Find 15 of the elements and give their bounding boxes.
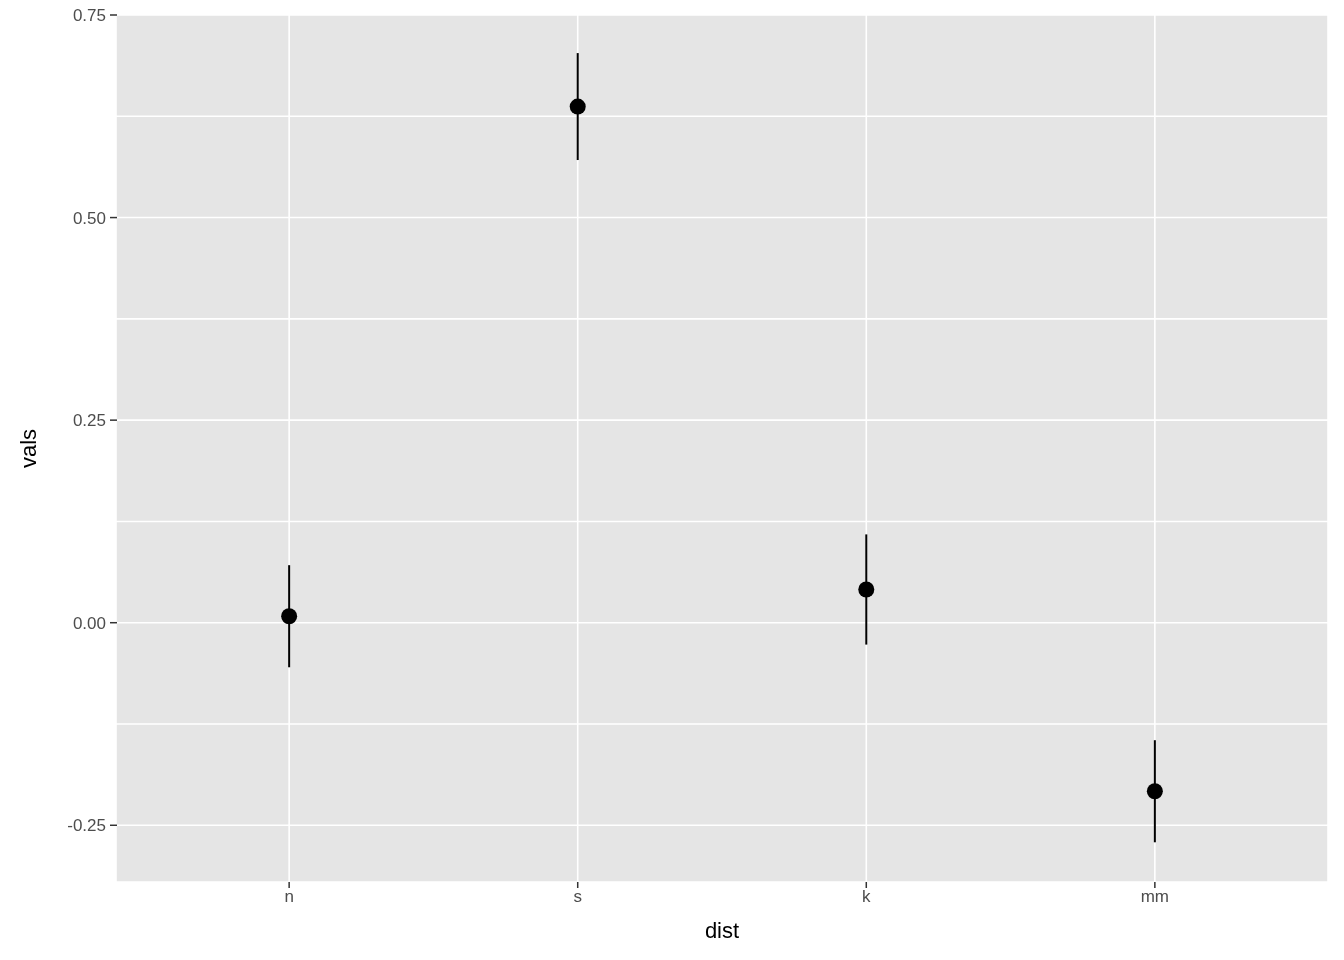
point: [281, 608, 298, 625]
y-tick-label: 0.00: [72, 613, 106, 633]
y-tick-label: 0.25: [72, 411, 106, 431]
point: [858, 581, 875, 598]
y-tick-label: 0.75: [72, 5, 106, 25]
point: [1146, 783, 1163, 800]
point: [569, 98, 586, 115]
x-tick-label: n: [284, 887, 294, 907]
x-tick-label: s: [573, 887, 582, 907]
y-tick-label: 0.50: [72, 208, 106, 228]
x-tick-label: k: [862, 887, 872, 907]
x-axis-title: dist: [704, 918, 740, 943]
x-tick-label: mm: [1140, 887, 1170, 907]
y-tick-label: -0.25: [67, 816, 106, 836]
y-axis-title: vals: [15, 428, 41, 469]
